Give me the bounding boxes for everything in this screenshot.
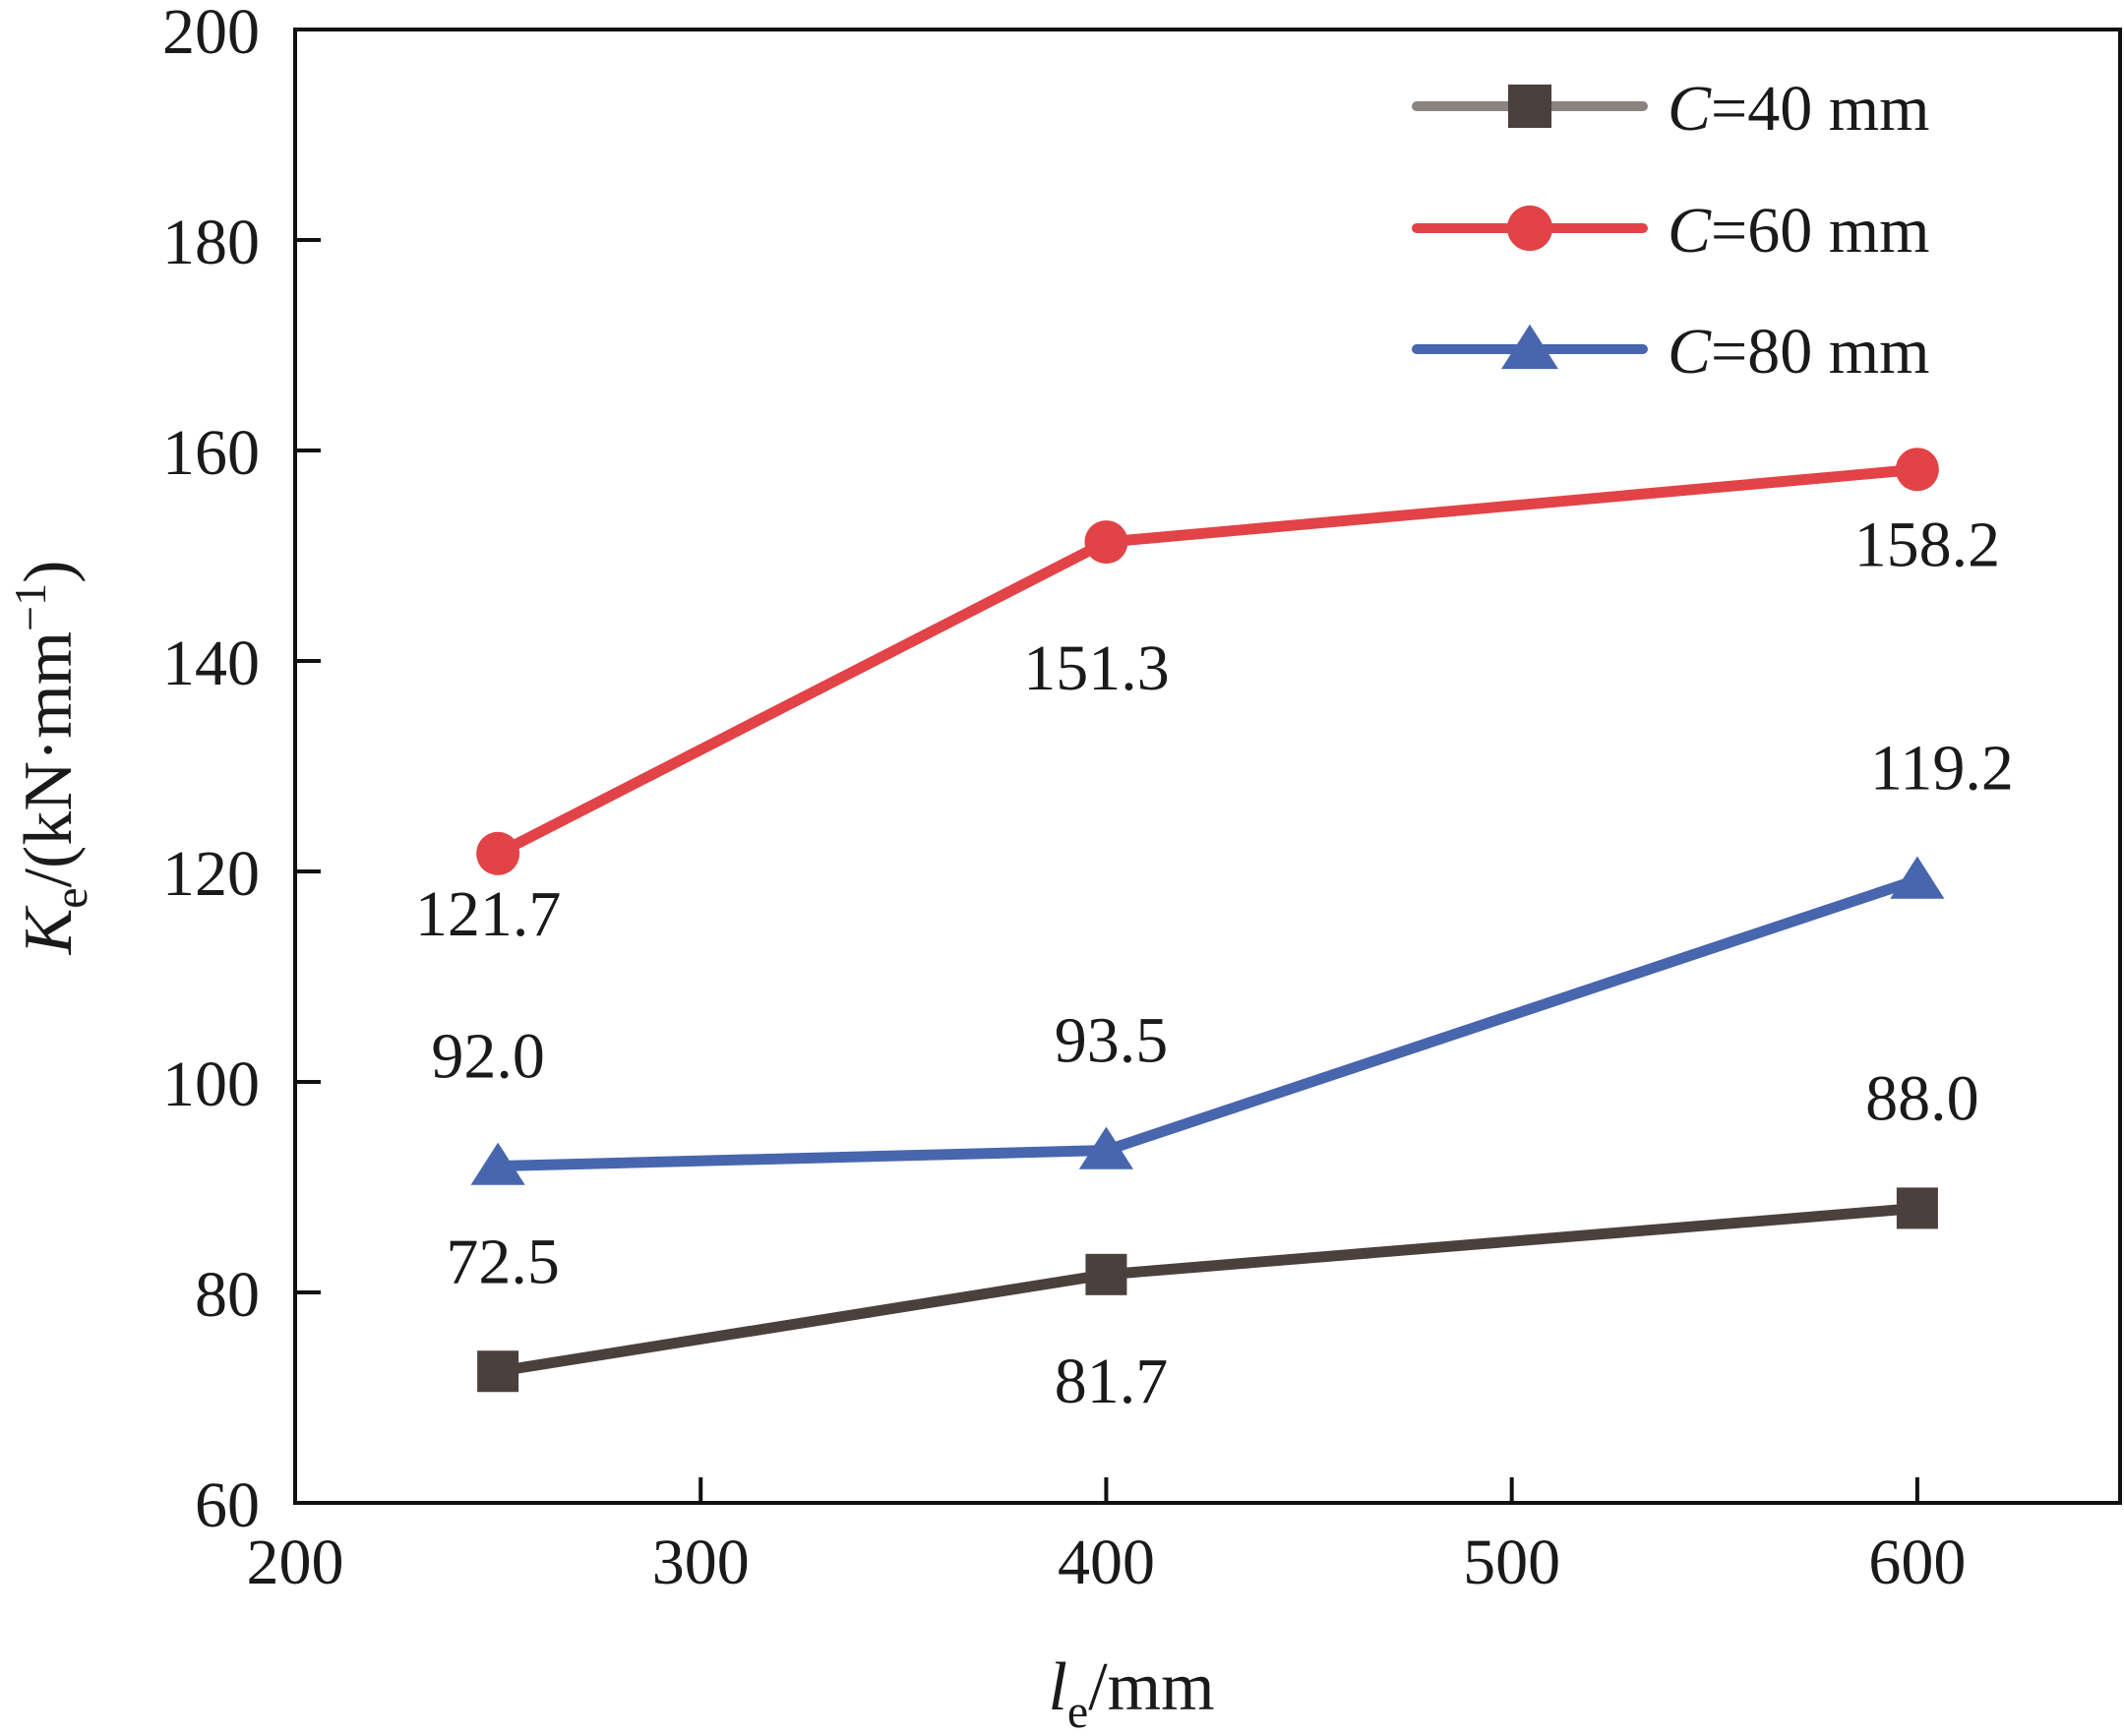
y-axis-title-exp: −1 <box>5 583 55 631</box>
data-label: 72.5 <box>446 1226 560 1297</box>
y-tick-label: 120 <box>162 838 260 910</box>
x-tick-label: 300 <box>652 1526 750 1598</box>
data-label: 81.7 <box>1055 1346 1169 1417</box>
legend-marker <box>1507 84 1552 129</box>
data-point-marker <box>1890 856 1945 899</box>
series-line <box>497 1202 1918 1377</box>
legend-marker <box>1506 205 1553 252</box>
y-tick-label: 60 <box>195 1469 260 1541</box>
data-label: 93.5 <box>1055 1005 1169 1077</box>
y-axis-title: Ke/(kN·mm−1) <box>5 561 97 956</box>
legend-item: C=80 mm <box>1412 316 1929 388</box>
x-tick-label: 600 <box>1868 1526 1966 1598</box>
plot-border <box>293 28 2122 1505</box>
x-tick-label: 200 <box>247 1526 344 1598</box>
y-axis-title-close: ) <box>11 561 87 583</box>
data-label: 119.2 <box>1870 733 2014 805</box>
y-tick-label: 140 <box>162 628 260 699</box>
y-axis-ticks: 60 80 100 120 140 160 180 200 <box>162 0 321 1541</box>
data-label: 158.2 <box>1854 509 2001 580</box>
data-point-marker <box>1078 1126 1134 1169</box>
data-point-marker <box>1896 1187 1938 1229</box>
data-point-marker <box>1085 1253 1127 1295</box>
y-axis-title-var: K <box>11 905 87 955</box>
data-point-marker <box>1084 520 1128 565</box>
series-c-60-mm: 121.7 151.3 158.2 <box>415 448 2000 950</box>
y-tick-label: 80 <box>195 1259 260 1331</box>
data-label: 121.7 <box>415 878 562 950</box>
legend-marker <box>1501 324 1558 370</box>
x-axis-ticks: 200 300 400 500 600 <box>247 1477 1966 1598</box>
data-point-marker <box>476 831 520 875</box>
y-tick-label: 200 <box>162 0 260 68</box>
data-label: 92.0 <box>431 1021 545 1093</box>
legend-label: C=40 mm <box>1668 73 1929 145</box>
y-axis-title-sub: e <box>45 887 97 908</box>
x-tick-label: 500 <box>1463 1526 1560 1598</box>
legend-item: C=40 mm <box>1412 73 1929 145</box>
x-axis-title: le/mm <box>1048 1649 1214 1736</box>
series-c-80-mm: 92.0 93.5 119.2 <box>431 733 2014 1185</box>
series-line <box>497 874 1919 1172</box>
data-label: 88.0 <box>1865 1062 1979 1134</box>
data-point-marker <box>470 1142 525 1185</box>
y-tick-label: 180 <box>162 207 260 278</box>
series-layer: 72.5 81.7 88.0 121.7 151.3 158.2 92.0 93.5 119.2 <box>415 448 2014 1417</box>
y-tick-label: 160 <box>162 417 260 489</box>
legend: C=40 mm C=60 mm C=80 mm <box>1412 73 1929 388</box>
plot-frame <box>293 28 2122 1505</box>
data-point-marker <box>1895 448 1939 492</box>
legend-label: C=60 mm <box>1668 195 1929 267</box>
x-axis-title-var: l <box>1048 1649 1066 1725</box>
legend-label: C=80 mm <box>1668 316 1929 388</box>
y-tick-label: 100 <box>162 1048 260 1120</box>
series-line <box>495 463 1918 859</box>
x-axis-title-unit: /mm <box>1088 1649 1214 1725</box>
x-tick-label: 400 <box>1058 1526 1155 1598</box>
legend-item: C=60 mm <box>1412 195 1929 267</box>
x-axis-title-sub: e <box>1067 1686 1088 1736</box>
data-label: 151.3 <box>1023 632 1170 704</box>
data-point-marker <box>477 1350 519 1393</box>
series-c-40-mm: 72.5 81.7 88.0 <box>446 1062 1978 1416</box>
y-axis-title-unit: /(kN·mm <box>11 631 87 888</box>
